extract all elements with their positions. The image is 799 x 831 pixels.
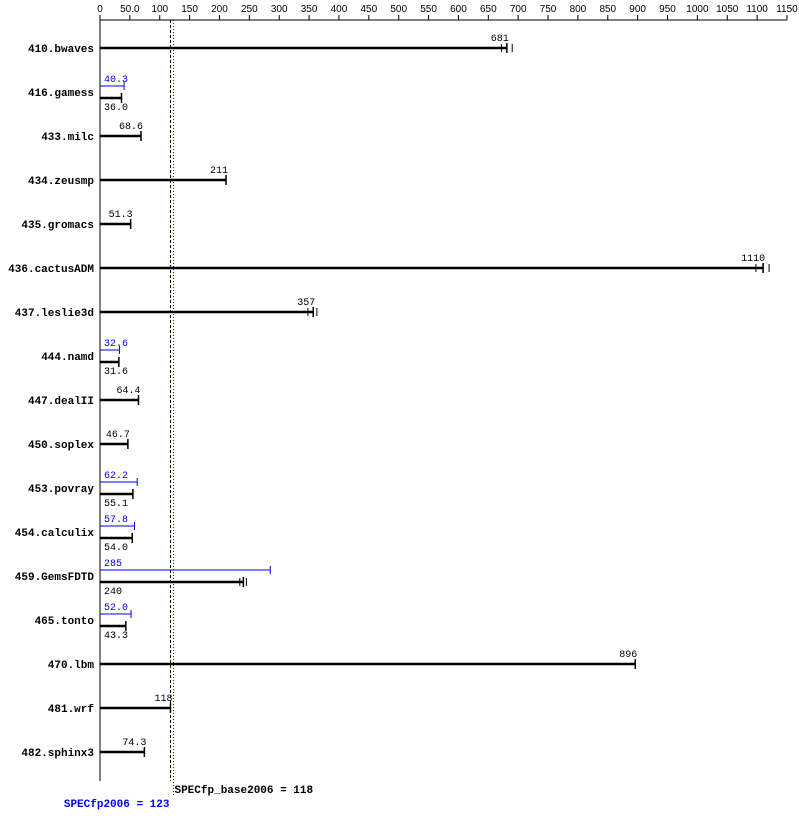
x-tick-label: 250 xyxy=(241,4,258,15)
base-value: 118 xyxy=(154,694,172,705)
spec-chart: 0 50.0 100 150 200 250 300 350 400 450 500 550 600 65… xyxy=(0,0,799,831)
benchmark-label: 435.gromacs xyxy=(21,220,94,232)
base-value: 43.3 xyxy=(104,631,128,642)
base-value: 51.3 xyxy=(109,210,133,221)
x-tick-label: 650 xyxy=(480,4,497,15)
peak-value: 57.8 xyxy=(104,515,128,526)
benchmark-label: 482.sphinx3 xyxy=(21,748,94,760)
base-value: 64.4 xyxy=(116,386,140,397)
summary-peak-label: SPECfp2006 = 123 xyxy=(64,799,170,811)
peak-value: 40.3 xyxy=(104,75,128,86)
benchmark-label: 437.leslie3d xyxy=(15,308,94,320)
base-value: 681 xyxy=(491,34,509,45)
base-value: 68.6 xyxy=(119,122,143,133)
benchmark-label: 436.cactusADM xyxy=(8,264,94,276)
peak-value: 62.2 xyxy=(104,471,128,482)
x-tick-label: 550 xyxy=(420,4,437,15)
x-tick-label: 800 xyxy=(570,4,587,15)
peak-value: 52.0 xyxy=(104,603,128,614)
base-value: 46.7 xyxy=(106,430,130,441)
x-tick-label: 900 xyxy=(629,4,646,15)
peak-value: 285 xyxy=(104,559,122,570)
base-value: 55.1 xyxy=(104,499,128,510)
x-tick-label: 200 xyxy=(211,4,228,15)
benchmark-label: 481.wrf xyxy=(48,704,95,716)
x-tick-label: 1050 xyxy=(716,4,739,15)
base-value: 54.0 xyxy=(104,543,128,554)
x-tick-label: 850 xyxy=(599,4,616,15)
x-tick-label: 500 xyxy=(390,4,407,15)
x-tick-label: 450 xyxy=(360,4,377,15)
benchmark-label: 450.soplex xyxy=(28,440,94,452)
benchmark-label: 434.zeusmp xyxy=(28,176,94,188)
benchmark-label: 410.bwaves xyxy=(28,44,94,56)
base-value: 896 xyxy=(619,650,637,661)
x-tick-label: 300 xyxy=(271,4,288,15)
base-value: 31.6 xyxy=(104,367,128,378)
benchmark-label: 465.tonto xyxy=(35,616,95,628)
benchmark-label: 444.namd xyxy=(41,352,94,364)
benchmark-label: 453.povray xyxy=(28,484,94,496)
x-tick-label: 350 xyxy=(301,4,318,15)
base-value: 357 xyxy=(297,298,315,309)
summary-base-label: SPECfp_base2006 = 118 xyxy=(174,785,313,797)
x-tick-label: 50.0 xyxy=(120,4,140,15)
benchmark-label: 416.gamess xyxy=(28,88,94,100)
base-value: 211 xyxy=(210,166,228,177)
x-tick-label: 1100 xyxy=(746,4,768,15)
benchmark-label: 447.dealII xyxy=(28,396,94,408)
x-tick-label: 750 xyxy=(540,4,557,15)
x-tick-label: 1150 xyxy=(776,4,798,15)
base-value: 240 xyxy=(104,587,122,598)
x-tick-label: 0 xyxy=(97,4,103,15)
x-tick-label: 100 xyxy=(151,4,168,15)
x-tick-label: 700 xyxy=(510,4,527,15)
benchmark-label: 433.milc xyxy=(41,132,94,144)
benchmark-label: 459.GemsFDTD xyxy=(15,572,95,584)
x-tick-label: 400 xyxy=(331,4,348,15)
benchmark-label: 470.lbm xyxy=(48,660,95,672)
x-tick-label: 950 xyxy=(659,4,676,15)
base-value: 1110 xyxy=(741,254,765,265)
x-tick-label: 1000 xyxy=(686,4,709,15)
x-tick-label: 600 xyxy=(450,4,467,15)
base-value: 36.0 xyxy=(104,103,128,114)
x-tick-label: 150 xyxy=(181,4,198,15)
benchmark-label: 454.calculix xyxy=(15,528,95,540)
peak-value: 32.6 xyxy=(104,339,128,350)
base-value: 74.3 xyxy=(122,738,146,749)
